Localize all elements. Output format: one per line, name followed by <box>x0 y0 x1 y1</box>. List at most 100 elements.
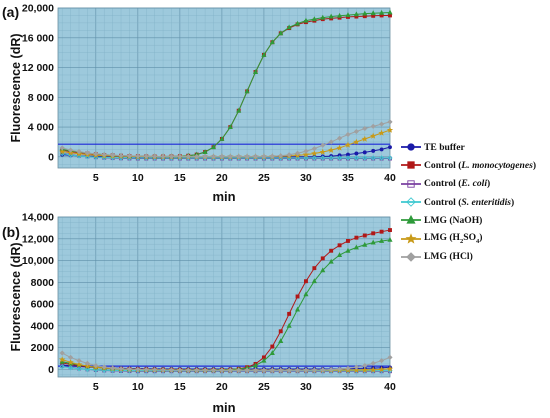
legend-label: LMG (NaOH) <box>424 214 483 226</box>
data-point-hcl <box>320 367 326 373</box>
data-point-hcl <box>210 367 217 373</box>
data-point-hcl <box>126 153 133 159</box>
data-point-hcl <box>110 152 116 158</box>
data-point-lm <box>346 238 350 243</box>
data-point-lm <box>278 329 283 334</box>
data-point-hcl <box>370 360 376 366</box>
plot-area <box>57 7 391 169</box>
data-point-lm <box>270 344 275 349</box>
data-point-hcl <box>93 362 99 369</box>
data-point-hcl <box>320 142 326 148</box>
y-tick-label: 4000 <box>31 320 55 332</box>
legend-marker-te <box>407 143 415 151</box>
legend-label: LMG (H2SO4) <box>424 232 483 246</box>
x-axis-label: min <box>212 400 235 415</box>
series-line-hcl <box>61 352 391 371</box>
data-point-hcl <box>227 153 233 160</box>
y-tick-label: 6000 <box>31 299 55 311</box>
data-point-naoh <box>278 338 284 344</box>
x-axis-label: min <box>212 189 235 204</box>
data-point-naoh <box>278 30 284 36</box>
data-point-lm <box>379 229 384 234</box>
data-point-naoh <box>370 10 376 16</box>
data-point-hcl <box>303 148 309 154</box>
data-point-hcl <box>336 135 343 141</box>
data-point-naoh <box>362 241 368 247</box>
data-point-hcl <box>84 150 91 156</box>
data-point-hcl <box>311 367 317 373</box>
legend-label: TE buffer <box>424 141 465 153</box>
data-point-hcl <box>311 146 317 152</box>
data-point-hcl <box>236 153 242 160</box>
data-point-hcl <box>362 125 368 132</box>
data-point-hcl <box>152 153 158 160</box>
legend-item-h2so4: LMG (H2SO4) <box>400 229 550 247</box>
y-axis-label: Fluorescence (dR) <box>9 33 23 142</box>
data-point-hcl <box>135 366 141 373</box>
data-point-naoh <box>337 252 343 258</box>
data-point-naoh <box>328 13 334 19</box>
data-point-se <box>303 155 309 161</box>
legend-swatch-hcl <box>401 252 421 262</box>
data-point-naoh <box>236 107 242 113</box>
data-point-naoh <box>303 291 309 297</box>
data-point-hcl <box>328 366 334 373</box>
data-point-hcl <box>370 123 376 129</box>
data-point-hcl <box>160 367 166 373</box>
panel-label: (a) <box>2 4 19 20</box>
data-point-hcl <box>118 152 124 159</box>
data-point-se <box>353 155 359 161</box>
data-point-hcl <box>345 131 351 138</box>
data-point-hcl <box>152 367 158 373</box>
y-tick-label: 2000 <box>31 342 55 354</box>
data-point-hcl <box>294 150 301 156</box>
series-hcl <box>59 350 393 373</box>
data-point-naoh <box>286 24 292 30</box>
data-point-hcl <box>68 147 74 153</box>
data-point-hcl <box>345 365 351 371</box>
data-point-lm <box>303 279 308 284</box>
data-point-hcl <box>101 152 107 158</box>
data-point-se <box>320 155 326 161</box>
data-point-te <box>354 151 359 156</box>
x-tick-label: 20 <box>216 172 228 184</box>
panel-b: 5 10 15 20 25 30 35 40 0 2000 4000 6000 8000 10,000 12… <box>2 212 396 416</box>
data-point-hcl <box>244 367 250 373</box>
legend-marker-lm <box>407 161 415 170</box>
data-point-naoh <box>337 12 343 18</box>
x-tick-label: 30 <box>300 172 312 184</box>
legend-marker-se <box>406 197 416 207</box>
data-point-hcl <box>135 153 141 159</box>
data-point-se <box>328 155 334 161</box>
data-point-h2so4 <box>361 135 368 142</box>
data-point-naoh <box>295 20 301 26</box>
legend-swatch-naoh <box>401 215 421 224</box>
data-point-naoh <box>244 88 250 94</box>
data-point-hcl <box>194 367 200 373</box>
data-point-naoh <box>303 17 309 23</box>
data-point-naoh <box>219 136 225 141</box>
x-tick-label: 20 <box>216 381 228 393</box>
data-point-te <box>362 150 367 155</box>
data-point-hcl <box>269 153 275 159</box>
data-point-se <box>345 155 351 161</box>
data-point-te <box>379 147 384 152</box>
legend-swatch-se <box>401 197 421 207</box>
data-point-hcl <box>387 119 393 125</box>
data-point-hcl <box>252 367 259 373</box>
y-tick-label: 4 000 <box>28 122 54 134</box>
data-point-hcl <box>379 121 385 127</box>
data-point-hcl <box>269 367 275 373</box>
data-point-hcl <box>59 145 65 151</box>
data-point-hcl <box>202 153 208 160</box>
y-tick-label: 16 000 <box>22 32 54 44</box>
data-point-hcl <box>210 153 217 160</box>
data-point-hcl <box>185 367 191 373</box>
x-tick-label: 15 <box>174 172 186 184</box>
x-tick-label: 10 <box>132 172 144 184</box>
x-tick-label: 25 <box>258 381 270 393</box>
data-point-hcl <box>202 367 208 373</box>
data-point-naoh <box>311 16 317 22</box>
data-point-te <box>371 148 376 153</box>
data-point-h2so4 <box>369 366 377 373</box>
